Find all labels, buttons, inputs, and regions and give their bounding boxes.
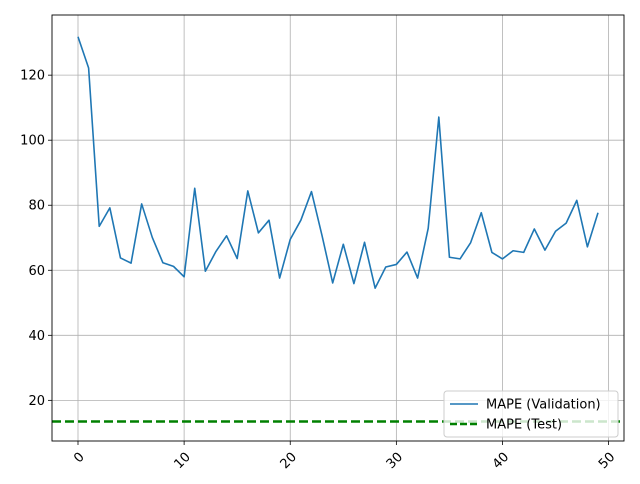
y-tick-label: 120 xyxy=(20,69,45,84)
x-tick-label: 20 xyxy=(278,450,300,472)
series-layer xyxy=(52,36,624,423)
y-tick-label: 80 xyxy=(28,199,45,214)
y-tick-label: 40 xyxy=(28,329,45,344)
legend-box xyxy=(443,390,619,438)
x-tick-label: 40 xyxy=(490,450,512,472)
legend-label-validation: MAPE (Validation) xyxy=(486,398,601,413)
x-tick-label: 10 xyxy=(171,450,193,472)
x-tick-label: 50 xyxy=(596,450,618,472)
validation-series-line xyxy=(77,36,599,289)
y-tick-label: 60 xyxy=(28,264,45,279)
axes-frame xyxy=(51,14,625,442)
legend-label-test: MAPE (Test) xyxy=(486,418,562,433)
x-tick-label: 0 xyxy=(71,450,87,466)
y-tick-label: 100 xyxy=(20,134,45,149)
grid-lines xyxy=(52,15,624,441)
x-tick-label: 30 xyxy=(384,450,406,472)
legend: MAPE (Validation) MAPE (Test) xyxy=(443,390,619,438)
y-tick-label: 20 xyxy=(28,394,45,409)
